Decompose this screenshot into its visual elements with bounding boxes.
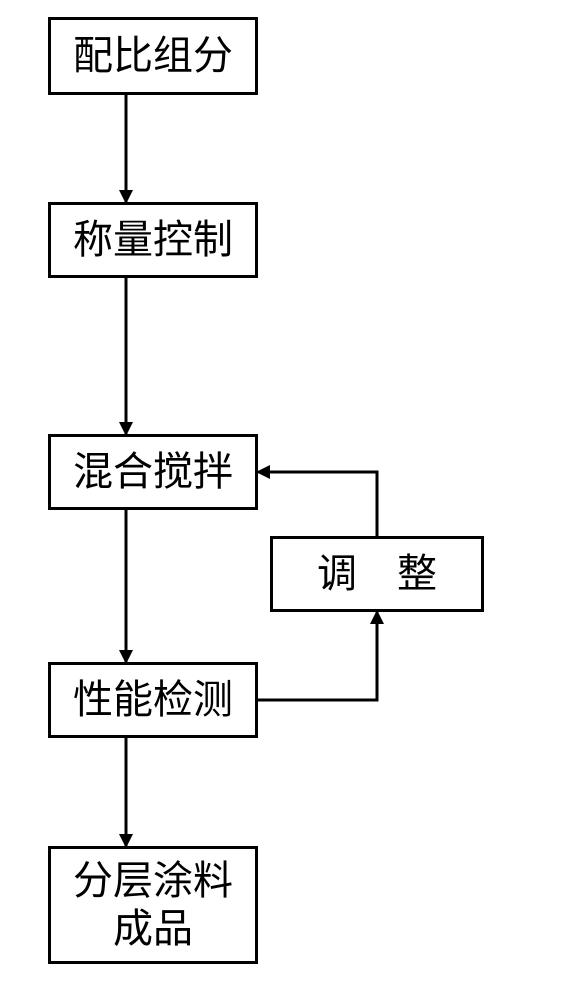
flowchart-node-n1: 配比组分 <box>48 17 258 95</box>
flowchart-edge-n4-n5 <box>258 612 377 700</box>
flowchart-node-n2: 称量控制 <box>48 202 258 278</box>
flowchart-node-n6: 分层涂料 成品 <box>48 846 258 964</box>
flowchart-node-n4: 性能检测 <box>48 662 258 738</box>
flowchart-node-n3: 混合搅拌 <box>48 434 258 510</box>
flowchart-edge-n5-n3 <box>258 472 377 536</box>
flowchart-node-n5: 调 整 <box>270 536 484 612</box>
